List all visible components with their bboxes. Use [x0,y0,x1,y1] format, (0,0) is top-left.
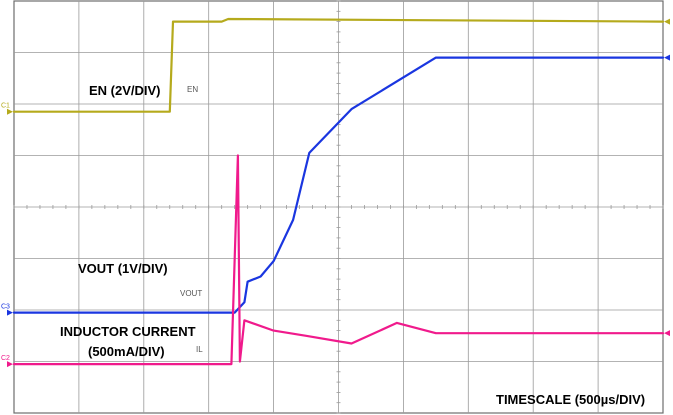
vout-ref-label: C3 [1,304,10,311]
vout-scale-label: VOUT (1V/DIV) [78,261,168,276]
traces [12,17,665,366]
inductor-current-trace [12,154,665,366]
il-marker-label: IL [196,345,203,354]
en-marker-label: EN [187,85,198,94]
vout-marker-label: VOUT [180,289,202,298]
en-ref-label: C1 [1,103,10,110]
inductor-current-scale-label: INDUCTOR CURRENT [60,324,196,339]
en-trace [12,17,665,113]
timescale-label: TIMESCALE (500µs/DIV) [496,392,645,407]
vout-trace [12,56,665,314]
channel-references: C1 C3 C2 [1,18,670,368]
en-scale-label: EN (2V/DIV) [89,83,161,98]
en-ref-marker [7,108,13,115]
vout-end-marker [664,54,670,61]
vout-ref-marker [7,309,13,316]
inductor-current-end-marker [664,330,670,337]
grid [13,0,664,414]
inductor-current-ref-label: C2 [1,355,10,362]
en-end-marker [664,18,670,25]
inductor-current-ref-marker [7,361,13,368]
inductor-current-scale-sublabel: (500mA/DIV) [88,344,165,359]
